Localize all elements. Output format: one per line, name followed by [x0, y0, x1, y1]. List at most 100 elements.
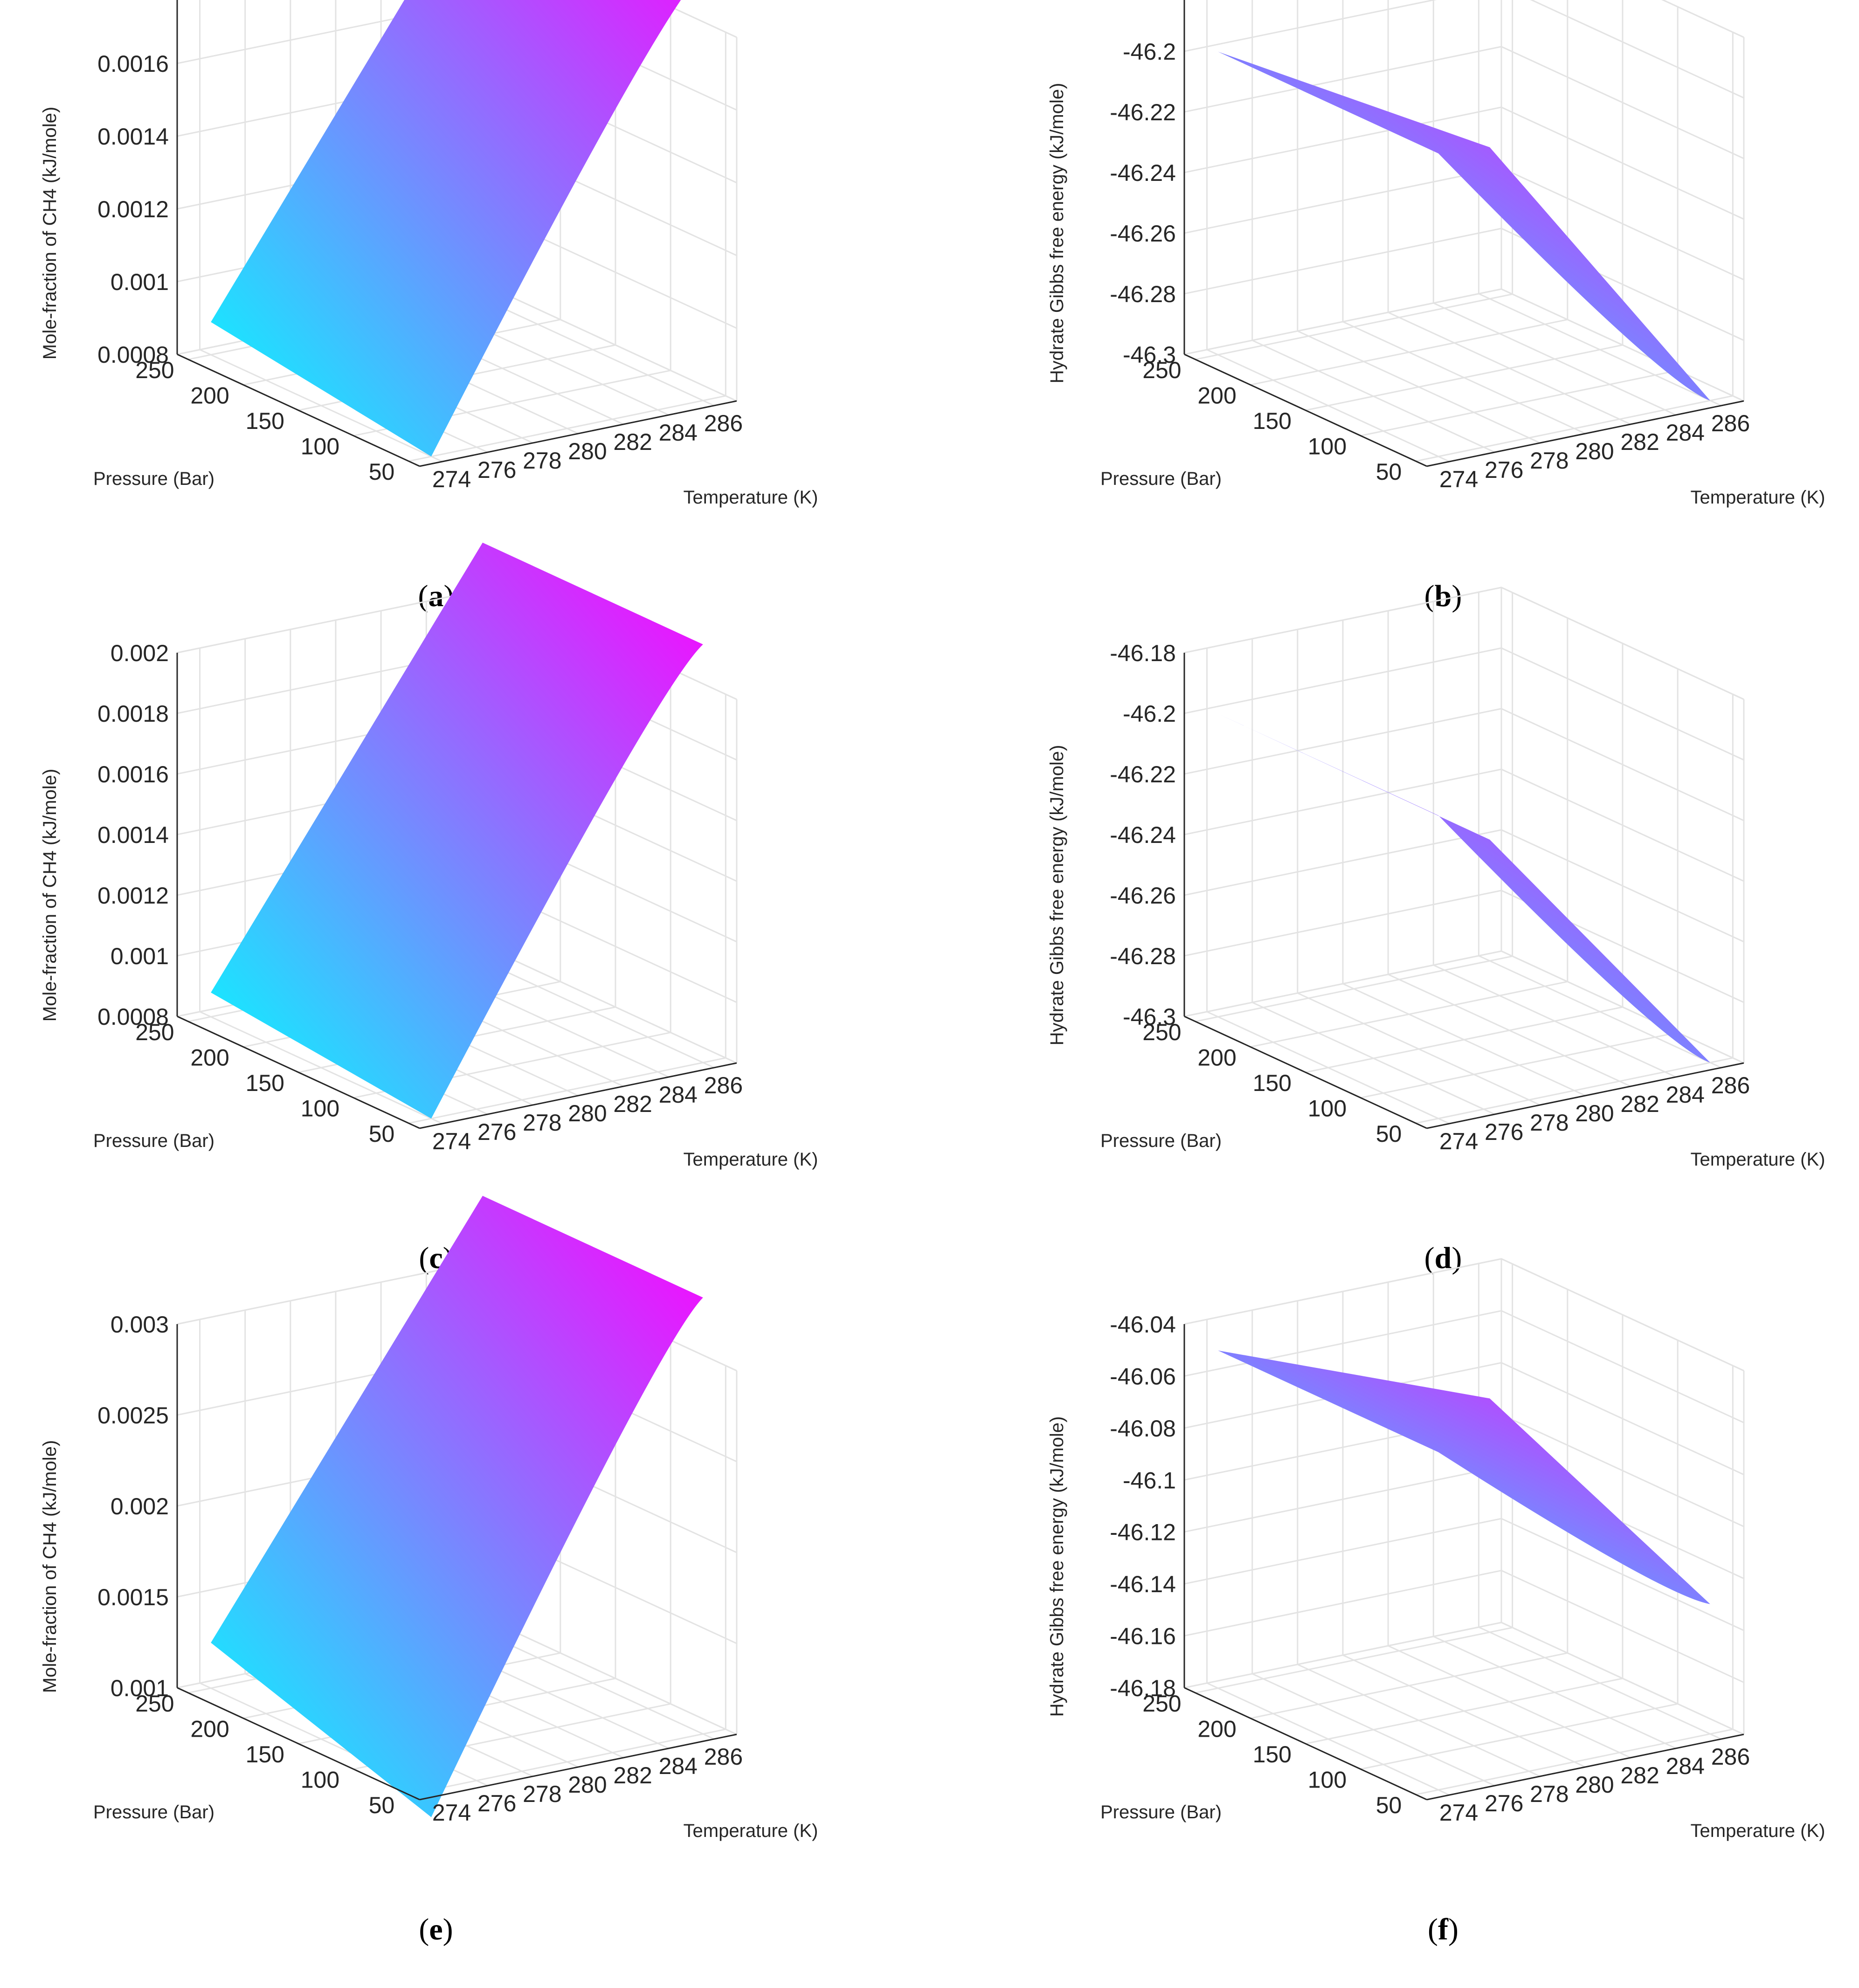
y-tick-label: 100 — [1308, 434, 1347, 460]
x-tick-label: 274 — [1439, 466, 1478, 492]
panel-caption: (d) — [1424, 1241, 1462, 1275]
x-tick-label: 284 — [659, 1753, 698, 1779]
y-tick-label: 200 — [190, 1716, 229, 1742]
x-tick-label: 282 — [1620, 429, 1659, 455]
z-tick-label: 0.0014 — [97, 124, 169, 150]
x-tick-label: 282 — [613, 1091, 652, 1117]
chart-panel-d: 274 276 278 280 282 284 286 50 100 150 200 250-46.3… — [1047, 587, 1825, 1275]
z-tick-label: 0.001 — [111, 943, 169, 969]
z-tick-label: -46.24 — [1110, 160, 1176, 186]
x-tick-label: 274 — [432, 466, 471, 492]
y-tick-label: 50 — [1376, 459, 1402, 485]
z-tick-label: -46.18 — [1110, 0, 1176, 4]
y-tick-label: 50 — [369, 1792, 395, 1818]
chart-panel-f: 274 276 278 280 282 284 28650100150200250-46.1… — [1047, 1258, 1825, 1947]
x-tick-label: 284 — [1666, 1082, 1705, 1108]
z-tick-label: -46.22 — [1110, 761, 1176, 787]
y-tick-label: 250 — [1142, 1019, 1181, 1045]
x-tick-label: 280 — [568, 1100, 607, 1126]
axes — [176, 653, 737, 1129]
y-tick-label: 100 — [301, 1096, 339, 1122]
axes — [176, 1324, 737, 1801]
x-tick-label: 284 — [1666, 1753, 1705, 1779]
x-tick-label: 286 — [704, 410, 743, 436]
x-axis-label: Temperature (K) — [684, 1149, 818, 1170]
x-tick-label: 280 — [1575, 1100, 1614, 1126]
y-tick-label: 200 — [1197, 1044, 1236, 1070]
surface-a — [211, 0, 681, 457]
x-axis-label: Temperature (K) — [684, 1821, 818, 1841]
y-tick-label: 150 — [246, 1070, 284, 1096]
x-tick-label: 276 — [477, 1790, 516, 1816]
surface-d — [1218, 713, 1710, 1063]
z-tick-label: -46.26 — [1110, 221, 1176, 247]
panel-caption: (e) — [419, 1912, 453, 1947]
x-tick-label: 286 — [1711, 410, 1750, 436]
z-tick-label: 0.0018 — [97, 701, 169, 727]
x-tick-label: 284 — [659, 1082, 698, 1108]
y-tick-label: 200 — [190, 1044, 229, 1070]
chart-panel-a: 274 276 278 280 282 284 286 50 100 150 200 2500.000… — [40, 0, 818, 613]
z-tick-label: -46.1 — [1123, 1467, 1176, 1493]
y-tick-label: 250 — [135, 1019, 174, 1045]
z-tick-label: -46.3 — [1123, 1004, 1176, 1030]
z-tick-label: -46.2 — [1123, 701, 1176, 727]
z-tick-label: 0.0012 — [97, 196, 169, 222]
x-axis-label: Temperature (K) — [1691, 487, 1825, 508]
z-axis-label: Mole-fraction of CH4 (kJ/mole) — [40, 769, 60, 1022]
y-tick-label: 150 — [1253, 1070, 1292, 1096]
z-tick-label: 0.0015 — [97, 1584, 169, 1610]
x-tick-label: 276 — [477, 1119, 516, 1145]
x-tick-label: 286 — [704, 1744, 743, 1770]
z-tick-label: 0.0018 — [97, 0, 169, 4]
y-tick-label: 100 — [301, 1767, 339, 1793]
x-axis-label: Temperature (K) — [1691, 1821, 1825, 1841]
z-tick-label: -46.24 — [1110, 822, 1176, 848]
z-tick-label: -46.18 — [1110, 640, 1176, 666]
y-axis-label: Pressure (Bar) — [1100, 469, 1222, 489]
axes — [1183, 1324, 1744, 1801]
z-tick-label: -46.06 — [1110, 1363, 1176, 1389]
y-axis-label: Pressure (Bar) — [93, 469, 214, 489]
y-tick-label: 250 — [1142, 357, 1181, 383]
y-tick-label: 150 — [1253, 1741, 1292, 1767]
z-tick-label: 0.003 — [111, 1312, 169, 1338]
y-axis-label: Pressure (Bar) — [93, 1131, 214, 1151]
x-tick-label: 286 — [1711, 1744, 1750, 1770]
x-tick-label: 282 — [1620, 1762, 1659, 1788]
y-tick-label: 150 — [246, 1741, 284, 1767]
chart-panel-c: 274 276 278 280 282 284 286 50 100 150 200 2500.000… — [40, 542, 818, 1275]
x-axis-label: Temperature (K) — [684, 487, 818, 508]
z-tick-label: -46.04 — [1110, 1312, 1176, 1338]
x-tick-label: 276 — [1485, 457, 1523, 483]
x-tick-label: 274 — [432, 1128, 471, 1154]
grid — [1183, 1258, 1745, 1796]
x-tick-label: 284 — [659, 420, 698, 446]
y-axis-label: Pressure (Bar) — [93, 1802, 214, 1822]
x-tick-label: 278 — [1530, 448, 1569, 474]
z-axis-label: Hydrate Gibbs free energy (kJ/mole) — [1047, 745, 1067, 1046]
x-tick-label: 278 — [1530, 1110, 1569, 1136]
z-axis-label: Hydrate Gibbs free energy (kJ/mole) — [1047, 1416, 1067, 1717]
x-tick-label: 282 — [1620, 1091, 1659, 1117]
axes — [1183, 653, 1744, 1129]
x-tick-label: 280 — [1575, 438, 1614, 464]
x-tick-label: 276 — [1485, 1790, 1523, 1816]
panel-caption: (b) — [1424, 579, 1462, 613]
z-tick-label: 0.0008 — [97, 342, 169, 368]
x-tick-label: 282 — [613, 1762, 652, 1788]
z-tick-label: -46.28 — [1110, 281, 1176, 307]
z-tick-label: 0.001 — [111, 1675, 169, 1701]
x-tick-label: 278 — [523, 1110, 561, 1136]
y-axis-label: Pressure (Bar) — [1100, 1131, 1222, 1151]
chart-panel-e: 274 276 278 280 282 284 286501001502002500.001… — [40, 1195, 818, 1947]
y-tick-label: 200 — [190, 382, 229, 408]
x-tick-label: 274 — [1439, 1800, 1478, 1826]
z-axis-label: Mole-fraction of CH4 (kJ/mole) — [40, 1440, 60, 1693]
z-axis-label: Hydrate Gibbs free energy (kJ/mole) — [1047, 83, 1067, 384]
x-tick-label: 282 — [613, 429, 652, 455]
x-tick-label: 280 — [568, 1772, 607, 1798]
y-tick-label: 150 — [1253, 408, 1292, 434]
grid — [1183, 587, 1745, 1125]
